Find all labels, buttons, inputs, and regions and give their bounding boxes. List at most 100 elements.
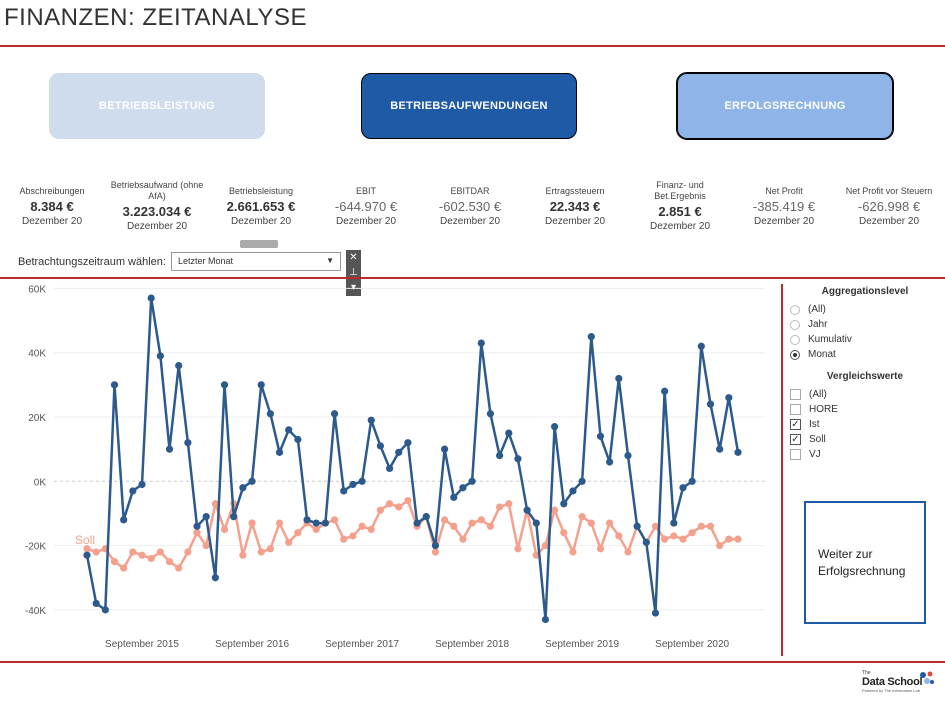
- checkbox-label: (All): [809, 389, 827, 400]
- data-point-ist: [358, 477, 366, 485]
- data-point-soll: [679, 535, 687, 543]
- radio-label: Jahr: [808, 319, 828, 330]
- logo-sub: Powered by The Information Lab: [862, 688, 920, 693]
- more-options-icon[interactable]: ▾: [350, 282, 357, 293]
- checkbox-soll[interactable]: ✓ Soll: [790, 432, 940, 447]
- radio-jahr[interactable]: Jahr: [790, 317, 940, 332]
- radio-kumulativ[interactable]: Kumulativ: [790, 332, 940, 347]
- data-point-soll: [496, 503, 504, 511]
- data-point-soll: [450, 522, 458, 530]
- kpi-label: EBIT: [355, 186, 376, 196]
- y-tick-label: 0K: [34, 477, 47, 488]
- data-point-ist: [413, 519, 421, 527]
- checkbox-icon: [790, 404, 801, 415]
- data-point-ist: [330, 410, 339, 418]
- y-axis-ticks: 60K 40K 20K 0K -20K -40K: [25, 284, 46, 616]
- checkbox-ist[interactable]: ✓ Ist: [790, 417, 940, 432]
- betriebsleistung-button[interactable]: BETRIEBSLEISTUNG: [49, 73, 265, 139]
- kpi-period: Dezember 20: [126, 221, 188, 232]
- data-point-ist: [395, 448, 403, 456]
- data-point-ist: [734, 448, 742, 456]
- data-school-logo: The Data School Powered by The Informati…: [862, 670, 936, 702]
- checkbox-vj[interactable]: VJ: [790, 447, 940, 462]
- data-point-ist: [505, 429, 513, 437]
- logo-small: The: [862, 670, 871, 676]
- series-points-soll: [83, 496, 742, 572]
- data-point-ist: [541, 615, 550, 624]
- data-point-soll: [367, 525, 375, 534]
- radio-monat[interactable]: Monat: [790, 347, 940, 362]
- checkbox-all[interactable]: (All): [790, 387, 940, 402]
- y-tick-label: 60K: [28, 284, 46, 295]
- data-point-soll: [697, 522, 705, 530]
- checkbox-hore[interactable]: HORE: [790, 402, 940, 417]
- data-point-ist: [294, 435, 302, 444]
- y-tick-label: -20K: [25, 542, 46, 553]
- filter-toolbar: ✕ ⊥ ▾: [346, 250, 361, 296]
- data-point-soll: [248, 519, 256, 527]
- radio-selected-icon: [790, 349, 800, 360]
- checkbox-label: VJ: [809, 449, 821, 460]
- kpi-value: -626.998 €: [857, 199, 921, 214]
- data-point-ist: [587, 333, 595, 341]
- data-point-ist: [202, 513, 210, 521]
- data-point-ist: [367, 416, 375, 424]
- data-point-ist: [110, 381, 119, 389]
- data-point-soll: [725, 535, 733, 543]
- weiter-zur-erfolgsrechnung-button[interactable]: Weiter zur Erfolgsrechnung: [804, 501, 926, 624]
- checkbox-checked-icon: ✓: [790, 419, 801, 430]
- kpi-period: Dezember 20: [649, 221, 711, 232]
- data-point-ist: [120, 516, 128, 524]
- data-point-ist: [661, 387, 669, 395]
- data-point-soll: [239, 551, 247, 559]
- data-point-soll: [596, 545, 605, 553]
- data-point-soll: [706, 522, 715, 530]
- data-point-ist: [92, 599, 100, 608]
- data-point-ist: [431, 541, 440, 550]
- aggregationslevel-title: Aggregationslevel: [821, 286, 909, 297]
- data-point-ist: [551, 423, 559, 431]
- soll-series-label: Soll: [75, 533, 95, 547]
- logo-main: Data School: [862, 676, 923, 688]
- radio-all[interactable]: (All): [790, 302, 940, 317]
- data-point-soll: [184, 548, 192, 556]
- data-point-soll: [349, 532, 357, 540]
- data-point-soll: [670, 532, 678, 540]
- x-axis-ticks: September 2015 September 2016 September 20…: [105, 639, 730, 650]
- data-point-ist: [303, 516, 311, 524]
- chevron-down-icon: ▼: [326, 256, 334, 265]
- data-point-soll: [587, 519, 595, 527]
- kpi-label: Ertragssteuern: [545, 186, 605, 196]
- kpi-label: Betriebsleistung: [228, 186, 294, 196]
- data-point-ist: [624, 451, 632, 460]
- data-point-ist: [321, 519, 329, 527]
- data-point-ist: [220, 381, 229, 389]
- kpi-net-profit: Net Profit -385.419 € Dezember 20: [729, 186, 839, 227]
- data-point-soll: [578, 513, 586, 521]
- data-point-ist: [706, 400, 715, 408]
- data-point-ist: [184, 439, 192, 447]
- close-icon[interactable]: ✕: [349, 252, 358, 263]
- kpi-finanzergebnis: Finanz- und Bet.Ergebnis 2.851 € Dezembe…: [625, 180, 735, 232]
- data-point-soll: [477, 516, 485, 524]
- data-point-ist: [385, 464, 394, 473]
- data-point-ist: [129, 487, 137, 495]
- data-point-soll: [110, 558, 119, 566]
- pin-icon[interactable]: ⊥: [349, 267, 358, 278]
- kpi-value: -602.530 €: [438, 199, 502, 214]
- kpi-abschreibungen: Abschreibungen 8.384 € Dezember 20: [0, 186, 107, 227]
- drag-handle[interactable]: [240, 240, 278, 248]
- data-point-soll: [202, 541, 210, 550]
- betriebsaufwendungen-button[interactable]: BETRIEBSAUFWENDUNGEN: [361, 73, 577, 139]
- vergleichswerte-title: Vergleichswerte: [826, 371, 904, 382]
- data-point-soll: [551, 506, 559, 514]
- data-point-ist: [688, 477, 696, 485]
- data-point-ist: [239, 484, 247, 492]
- data-point-soll: [505, 500, 513, 508]
- data-point-soll: [257, 548, 265, 556]
- erfolgsrechnung-button[interactable]: ERFOLGSRECHNUNG: [676, 72, 894, 140]
- zeitraum-dropdown[interactable]: Letzter Monat ▼: [171, 252, 341, 271]
- data-point-soll: [468, 519, 476, 527]
- data-point-ist: [422, 513, 430, 521]
